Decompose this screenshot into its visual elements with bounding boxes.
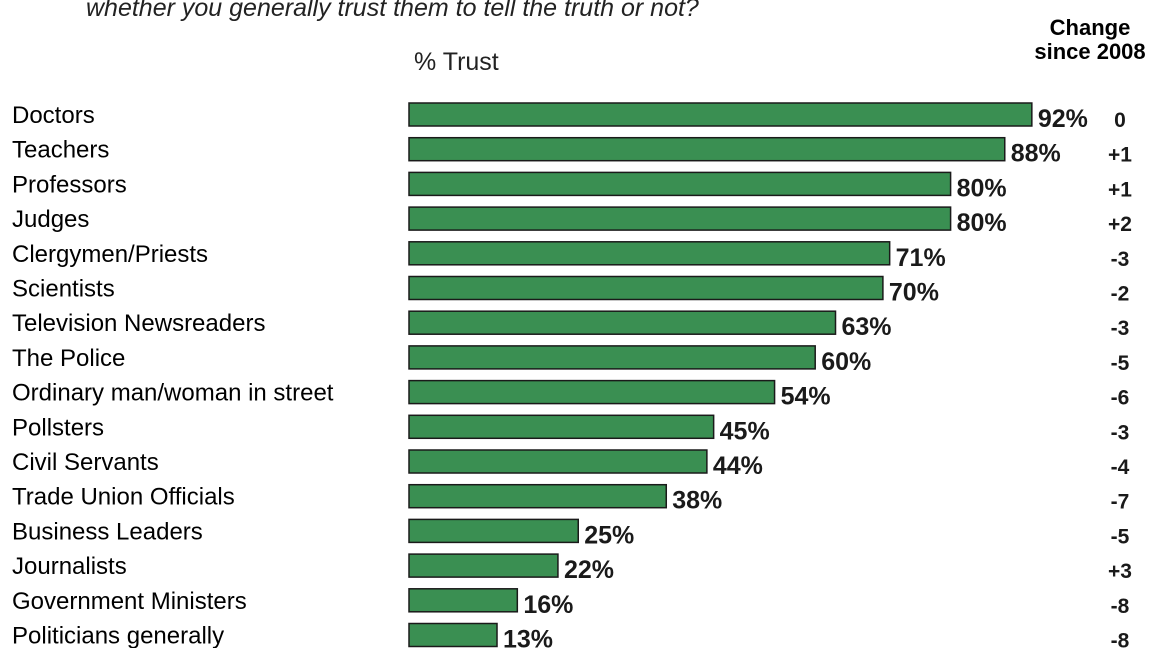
category-label: Politicians generally: [12, 623, 224, 648]
bar: [408, 483, 668, 509]
change-column-header: Change since 2008: [1010, 16, 1161, 64]
bar: [408, 136, 1006, 162]
change-label: -5: [1111, 525, 1130, 548]
bar: [408, 345, 816, 370]
value-label: 60%: [821, 348, 871, 376]
category-label: The Police: [12, 345, 125, 372]
category-label: Civil Servants: [12, 449, 159, 476]
bar: [408, 310, 837, 335]
value-label: 63%: [842, 313, 892, 341]
value-label: 80%: [957, 209, 1007, 237]
change-label: -3: [1111, 317, 1130, 340]
bar: [408, 275, 884, 301]
category-label: Teachers: [12, 137, 109, 164]
change-header-line-1: Change: [1049, 15, 1131, 40]
bar: [408, 622, 498, 648]
value-label: 44%: [713, 452, 763, 480]
change-label: +2: [1108, 213, 1132, 236]
change-label: +1: [1108, 178, 1132, 201]
category-label: Doctors: [12, 102, 95, 129]
value-label: 70%: [889, 279, 939, 307]
category-label: Government Ministers: [12, 588, 247, 615]
change-label: 0: [1114, 109, 1126, 132]
category-label: Clergymen/Priests: [12, 241, 208, 268]
category-label: Television Newsreaders: [12, 310, 265, 337]
category-label: Journalists: [12, 553, 127, 580]
change-label: +1: [1108, 144, 1132, 167]
category-label: Business Leaders: [12, 518, 203, 545]
chart-subtitle: whether you generally trust them to tell…: [86, 0, 699, 22]
bar: [408, 102, 1033, 127]
category-label: Ordinary man/woman in street: [12, 380, 334, 407]
category-label: Pollsters: [12, 414, 104, 441]
bar: [408, 379, 776, 405]
value-label: 92%: [1038, 105, 1088, 133]
bar: [408, 241, 891, 266]
bar: [408, 553, 559, 578]
category-label: Trade Union Officials: [12, 484, 235, 511]
value-label: 13%: [503, 626, 553, 648]
bar: [408, 206, 952, 231]
value-label: 16%: [523, 591, 573, 619]
change-label: -7: [1111, 491, 1130, 514]
value-label: 38%: [672, 487, 722, 515]
change-header-line-2: since 2008: [1034, 39, 1146, 64]
change-label: -3: [1111, 421, 1130, 444]
value-label: 71%: [896, 244, 946, 272]
value-label: 25%: [584, 521, 634, 549]
value-label: 45%: [720, 417, 770, 445]
category-label: Professors: [12, 171, 127, 198]
value-label: 80%: [957, 174, 1007, 202]
x-axis-label: % Trust: [414, 48, 499, 76]
bar: [408, 588, 519, 613]
change-label: +3: [1108, 560, 1132, 583]
change-label: -8: [1111, 595, 1130, 618]
bar: [408, 518, 579, 544]
change-label: -5: [1111, 352, 1130, 375]
bar: [408, 414, 715, 440]
bar: [408, 171, 952, 197]
change-label: -3: [1111, 248, 1130, 271]
value-label: 22%: [564, 556, 614, 584]
change-label: -4: [1111, 456, 1130, 479]
category-label: Scientists: [12, 276, 115, 303]
value-label: 54%: [781, 383, 831, 411]
change-label: -2: [1111, 283, 1130, 306]
bar: [408, 449, 708, 474]
change-label: -8: [1111, 630, 1130, 648]
change-label: -6: [1111, 387, 1130, 410]
value-label: 88%: [1011, 140, 1061, 168]
category-label: Judges: [12, 206, 89, 233]
